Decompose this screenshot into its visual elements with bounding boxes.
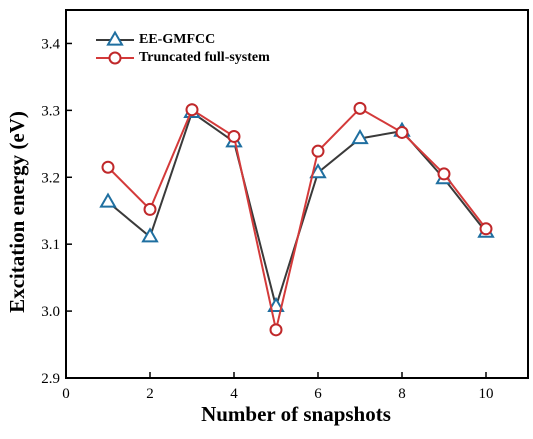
x-tick-label: 6 bbox=[314, 386, 322, 402]
plot-frame bbox=[65, 9, 529, 379]
data-point bbox=[143, 202, 157, 216]
y-tick-label: 3.1 bbox=[41, 237, 60, 253]
x-tick-label: 0 bbox=[62, 386, 70, 402]
y-axis-title: Excitation energy (eV) bbox=[5, 111, 29, 313]
x-tick-label: 8 bbox=[398, 386, 406, 402]
series-layer bbox=[99, 101, 495, 337]
series-ee-gmfcc bbox=[99, 102, 495, 313]
data-point bbox=[269, 323, 283, 337]
x-axis-title: Number of snapshots bbox=[201, 402, 391, 426]
legend-marker-ee-gmfcc bbox=[106, 30, 124, 46]
data-point bbox=[267, 296, 285, 313]
series-truncated-full-system bbox=[101, 101, 493, 337]
legend-label-truncated-full-system: Truncated full-system bbox=[139, 50, 270, 65]
data-point bbox=[141, 227, 159, 243]
data-point bbox=[479, 222, 493, 236]
legend-marker-truncated-full-system bbox=[108, 51, 122, 65]
legend-label-ee-gmfcc: EE-GMFCC bbox=[139, 32, 215, 47]
data-point bbox=[437, 167, 451, 181]
axes: 0 2 4 6 8 10 2.9 3.0 3.1 3.2 3.3 3.4 bbox=[41, 9, 529, 402]
y-tick-label: 3.2 bbox=[41, 170, 60, 186]
data-point bbox=[227, 129, 241, 143]
y-tick-label: 3.3 bbox=[41, 103, 60, 119]
x-tick-label: 2 bbox=[146, 386, 154, 402]
x-tick-label: 10 bbox=[479, 386, 494, 402]
series-line-truncated-full-system bbox=[107, 107, 487, 331]
y-tick-label: 2.9 bbox=[41, 371, 60, 387]
data-point bbox=[351, 128, 369, 145]
data-point bbox=[309, 163, 327, 179]
data-point bbox=[311, 144, 325, 158]
series-line-ee-gmfcc bbox=[107, 110, 487, 311]
y-tick-label: 3.4 bbox=[41, 36, 60, 52]
data-point bbox=[101, 160, 115, 174]
data-point bbox=[185, 103, 199, 117]
x-tick-label: 4 bbox=[230, 386, 238, 402]
data-point bbox=[353, 101, 367, 115]
y-tick-label: 3.0 bbox=[41, 304, 60, 320]
data-point bbox=[395, 125, 409, 139]
legend: EE-GMFCC Truncated full-system bbox=[96, 30, 270, 65]
data-point bbox=[99, 192, 117, 208]
